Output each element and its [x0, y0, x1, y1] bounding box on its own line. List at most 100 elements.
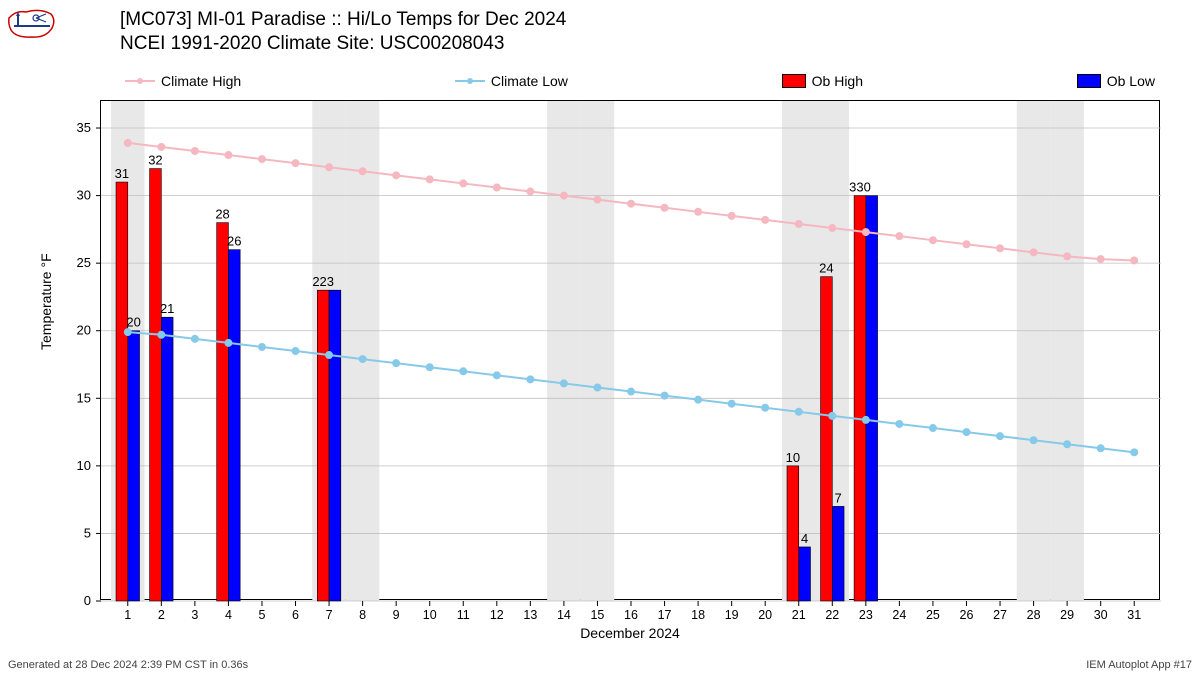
x-tick-label: 31: [1127, 608, 1141, 622]
chart-title: [MC073] MI-01 Paradise :: Hi/Lo Temps fo…: [120, 8, 566, 56]
x-tick-label: 1: [124, 608, 131, 622]
bar-label-low: 26: [227, 234, 241, 249]
bar-label-high: 28: [215, 207, 229, 222]
legend-label: Ob Low: [1107, 73, 1155, 89]
plot-area: 0510152025303512345678910111213141516171…: [100, 100, 1160, 600]
legend-label: Climate High: [161, 73, 241, 89]
x-tick-label: 12: [490, 608, 504, 622]
ob-high-bar: [217, 223, 229, 601]
climate-low-line-marker: [628, 388, 635, 395]
climate-low-line-marker: [292, 348, 299, 355]
y-tick-label: 5: [84, 525, 91, 540]
x-tick-label: 14: [557, 608, 571, 622]
x-tick-label: 9: [393, 608, 400, 622]
climate-high-line-marker: [527, 188, 534, 195]
climate-high-line-marker: [929, 237, 936, 244]
bar-label-high: 31: [115, 166, 129, 181]
ob-high-bar: [317, 290, 329, 601]
climate-high-line-marker: [460, 180, 467, 187]
climate-high-line-marker: [795, 220, 802, 227]
bar-label-high: 24: [819, 261, 833, 276]
ob-high-bar: [821, 277, 833, 601]
climate-high-line-marker: [661, 204, 668, 211]
climate-high-line-marker: [560, 192, 567, 199]
bar-label-low: 7: [835, 490, 842, 505]
climate-high-line-marker: [628, 200, 635, 207]
climate-high-line-marker: [191, 148, 198, 155]
ob-low-bar: [799, 547, 811, 601]
x-tick-label: 11: [457, 608, 470, 622]
climate-high-line-marker: [426, 176, 433, 183]
bar-label-high: 223: [312, 274, 334, 289]
weekend-band: [581, 101, 615, 601]
climate-low-line-marker: [661, 392, 668, 399]
y-tick-label: 15: [77, 390, 91, 405]
bar-label-low: 20: [126, 315, 140, 330]
x-tick-label: 22: [825, 608, 839, 622]
x-tick-label: 18: [691, 608, 705, 622]
legend: Climate High Climate Low Ob High Ob Low: [125, 70, 1165, 92]
climate-low-line-marker: [460, 368, 467, 375]
ob-low-bar: [329, 290, 341, 601]
x-tick-label: 24: [892, 608, 906, 622]
x-axis-label: December 2024: [101, 625, 1159, 641]
x-tick-label: 16: [624, 608, 638, 622]
title-line2: NCEI 1991-2020 Climate Site: USC00208043: [120, 32, 566, 56]
climate-low-line-marker: [762, 404, 769, 411]
legend-ob-high: Ob High: [782, 70, 863, 92]
x-tick-label: 7: [326, 608, 333, 622]
climate-low-line-marker: [560, 380, 567, 387]
x-tick-label: 30: [1094, 608, 1108, 622]
weekend-band: [547, 101, 581, 601]
legend-ob-low: Ob Low: [1077, 70, 1155, 92]
climate-high-line-marker: [225, 152, 232, 159]
ob-low-bar: [832, 506, 844, 601]
y-tick-label: 25: [77, 255, 91, 270]
x-tick-label: 17: [658, 608, 672, 622]
climate-low-line-marker: [225, 339, 232, 346]
climate-high-line-marker: [1030, 249, 1037, 256]
x-tick-label: 6: [292, 608, 299, 622]
x-tick-label: 20: [758, 608, 772, 622]
weekend-band: [1050, 101, 1084, 601]
climate-low-line-marker: [1097, 445, 1104, 452]
climate-low-line-marker: [393, 360, 400, 367]
weekend-band: [1017, 101, 1051, 601]
legend-label: Climate Low: [491, 73, 568, 89]
bar-label-low: 4: [801, 531, 808, 546]
climate-low-line-marker: [1064, 441, 1071, 448]
climate-low-line-marker: [158, 331, 165, 338]
x-tick-label: 2: [158, 608, 165, 622]
y-tick-label: 30: [77, 188, 91, 203]
climate-high-line-marker: [393, 172, 400, 179]
climate-high-line-marker: [997, 245, 1004, 252]
climate-low-line-marker: [695, 396, 702, 403]
y-tick-label: 20: [77, 323, 91, 338]
iem-logo: [6, 4, 58, 42]
x-tick-label: 27: [993, 608, 1007, 622]
x-tick-label: 13: [523, 608, 537, 622]
climate-low-line-marker: [527, 376, 534, 383]
climate-low-line-marker: [862, 416, 869, 423]
climate-low-line-marker: [1131, 449, 1138, 456]
climate-low-line-marker: [493, 372, 500, 379]
x-tick-label: 4: [225, 608, 232, 622]
climate-low-line-marker: [326, 352, 333, 359]
x-tick-label: 5: [258, 608, 265, 622]
bar-label-low: 21: [160, 301, 174, 316]
title-line1: [MC073] MI-01 Paradise :: Hi/Lo Temps fo…: [120, 8, 566, 32]
ob-low-bar: [228, 250, 240, 601]
climate-low-line-marker: [359, 356, 366, 363]
x-tick-label: 25: [926, 608, 940, 622]
x-tick-label: 19: [725, 608, 739, 622]
climate-high-line-marker: [728, 212, 735, 219]
climate-low-line-marker: [963, 429, 970, 436]
ob-high-bar: [854, 196, 866, 601]
climate-low-line-marker: [829, 412, 836, 419]
climate-high-line-marker: [292, 160, 299, 167]
legend-label: Ob High: [812, 73, 863, 89]
y-tick-label: 35: [77, 120, 91, 135]
climate-high-line-marker: [326, 164, 333, 171]
ob-high-bar: [150, 169, 162, 601]
climate-low-line-marker: [929, 425, 936, 432]
